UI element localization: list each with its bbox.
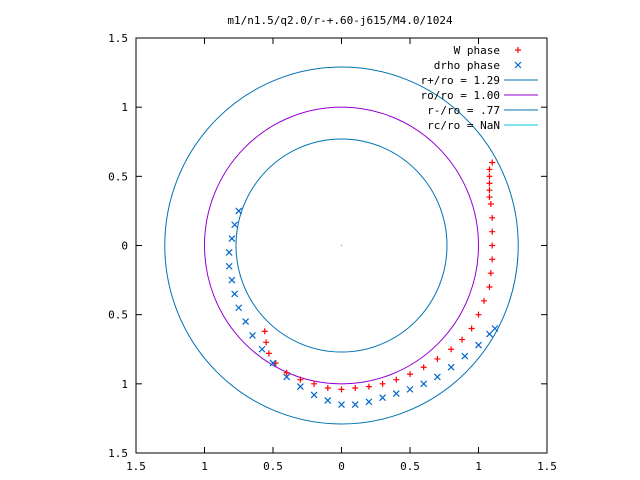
w-phase-point — [487, 270, 494, 277]
reference-circle — [164, 66, 519, 425]
reference-circle — [235, 138, 448, 353]
legend-marker-key — [515, 47, 521, 53]
x-tick-label: 1 — [475, 460, 482, 473]
w-phase-point — [338, 386, 345, 393]
drho-phase-point — [225, 262, 233, 270]
drho-phase-point — [235, 304, 243, 312]
drho-phase-point — [433, 373, 441, 381]
drho-phase-point — [379, 394, 387, 402]
w-phase-point — [487, 201, 494, 207]
legend: W phase drho phase r+/ro = 1.29 ro/ro = 1.0… — [421, 44, 538, 132]
y-tick-label: 0.5 — [108, 309, 128, 322]
drho-phase-point — [283, 373, 291, 381]
w-phase-point — [489, 242, 496, 249]
drho-phase-point — [475, 341, 482, 349]
y-tick-label: 1.5 — [108, 447, 128, 460]
drho-phase-point — [338, 401, 345, 409]
axis-layer: 1.5 1 0.5 0 0.5 1 1.51.510.500.511.5 — [108, 32, 557, 473]
w-phase-point — [489, 214, 496, 221]
w-phase-point — [311, 380, 318, 387]
drho-phase-point — [258, 345, 266, 353]
x-tick-label: 0.5 — [263, 460, 283, 473]
drho-phase-point — [296, 383, 304, 391]
drho-phase-point — [406, 385, 414, 393]
y-tick-label: 1 — [121, 101, 128, 114]
w-phase-point — [261, 328, 268, 335]
legend-label: rc/ro = NaN — [427, 119, 500, 132]
w-phase-point — [486, 284, 493, 290]
legend-label: ro/ro = 1.00 — [421, 89, 500, 102]
w-phase-point — [379, 380, 386, 387]
drho-phase-point — [242, 318, 250, 326]
w-phase-point — [448, 346, 455, 353]
w-phase-point — [324, 384, 331, 391]
w-phase-point — [265, 350, 272, 357]
drho-phase-point — [231, 221, 239, 229]
drho-phase-point — [486, 330, 493, 338]
y-tick-label: 1.5 — [108, 32, 128, 45]
x-tick-label: 0.5 — [400, 460, 420, 473]
w-phase-point — [263, 339, 270, 346]
w-phase-point — [486, 187, 493, 194]
drho-phase-point — [231, 290, 239, 298]
x-tick-label: 1.5 — [537, 460, 557, 473]
w-phase-point — [407, 371, 413, 378]
drho-phase-point — [351, 401, 359, 409]
y-tick-label: 0.5 — [108, 170, 128, 183]
y-tick-label: 0 — [121, 240, 128, 253]
legend-label: drho phase — [434, 59, 500, 72]
w-phase-point — [480, 297, 487, 304]
legend-marker-key — [514, 61, 522, 69]
w-phase-point — [459, 336, 466, 343]
w-phase-point — [489, 256, 496, 263]
legend-label: r-/ro = .77 — [427, 104, 500, 117]
w-phase-point — [434, 355, 441, 362]
drho-phase-point — [249, 331, 256, 339]
w-phase-point — [393, 376, 400, 383]
legend-label: r+/ro = 1.29 — [421, 74, 500, 87]
w-phase-point — [486, 194, 493, 201]
drho-phase-point — [447, 363, 455, 371]
drho-phase-point — [392, 390, 400, 397]
legend-label: W phase — [454, 44, 500, 57]
drho-phase-point — [365, 398, 373, 406]
w-phase-point — [297, 376, 304, 383]
reference-circles — [164, 66, 519, 425]
w-phase-point — [352, 384, 359, 391]
y-tick-label: 1 — [121, 378, 128, 391]
w-phase-point — [365, 383, 372, 390]
drho-phase-point — [324, 397, 332, 404]
x-tick-label: 1 — [201, 460, 208, 473]
x-tick-label: 1.5 — [126, 460, 146, 473]
w-phase-point — [489, 159, 496, 166]
w-phase-point — [486, 173, 493, 180]
drho-phase-point — [235, 207, 243, 215]
w-phase-point — [475, 311, 482, 318]
w-phase-point — [420, 364, 427, 371]
drho-phase-point — [491, 325, 499, 332]
phase-series — [225, 159, 499, 409]
chart-title: m1/n1.5/q2.0/r-+.60-j615/M4.0/1024 — [227, 14, 453, 27]
drho-phase-point — [228, 235, 236, 243]
drho-phase-point — [461, 352, 469, 360]
origin-dot — [340, 244, 343, 247]
drho-phase-point — [269, 359, 277, 367]
drho-phase-point — [228, 276, 236, 284]
w-phase-point — [486, 166, 493, 173]
drho-phase-point — [225, 248, 233, 256]
w-phase-point — [486, 180, 493, 187]
x-tick-label: 0 — [338, 460, 345, 473]
drho-phase-point — [310, 391, 318, 399]
w-phase-point — [489, 228, 496, 235]
reference-circle — [204, 106, 479, 385]
drho-phase-point — [420, 380, 428, 388]
w-phase-point — [468, 325, 475, 332]
w-phase-point — [283, 369, 290, 376]
